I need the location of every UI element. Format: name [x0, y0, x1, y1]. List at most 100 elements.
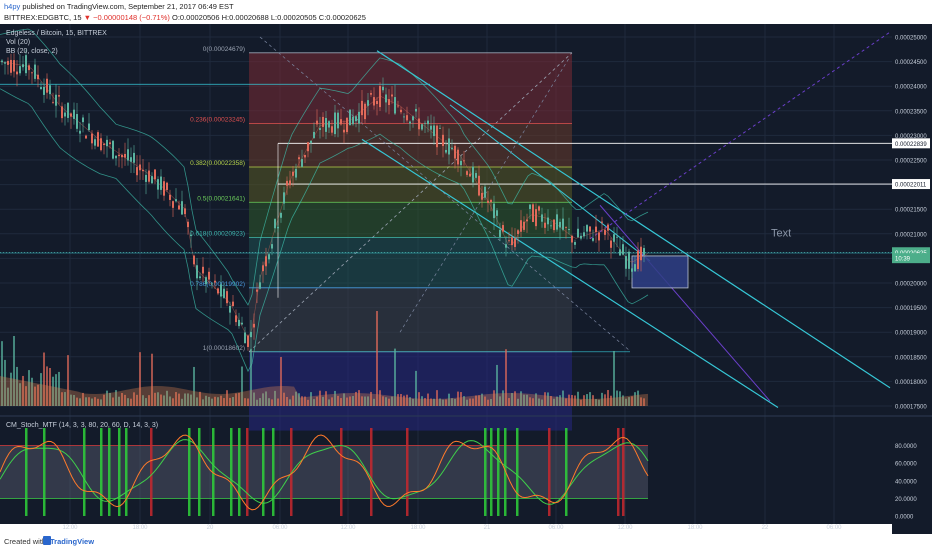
candle-body — [133, 152, 135, 163]
candle-body — [553, 219, 555, 231]
volume-bar — [247, 398, 249, 406]
volume-bar — [541, 399, 543, 406]
symbol-legend[interactable]: Edgeless / Bitcoin, 15, BITTREX — [6, 30, 107, 37]
candle-body — [313, 131, 315, 138]
tradingview-link[interactable]: TradingView — [50, 537, 95, 546]
stoch-signal-bar — [246, 428, 249, 516]
candle-body — [532, 204, 534, 222]
volume-bar — [268, 398, 270, 406]
stoch-legend[interactable]: CM_Stoch_MTF (14, 3, 3, 80, 20, 60, D, 1… — [6, 422, 159, 429]
footer: Created with TradingView — [0, 534, 932, 550]
price-tick-label: 0.00020000 — [895, 282, 927, 288]
chart-area[interactable]: 0.00025000 0.00024500 0.00024000 0.00023500… — [0, 24, 932, 534]
volume-bar — [148, 395, 150, 406]
volume-bar — [400, 394, 402, 406]
candle-body — [505, 244, 507, 248]
target-box[interactable] — [631, 255, 689, 289]
volume-bar — [16, 366, 18, 406]
candle-body — [16, 71, 18, 75]
volume-bar — [550, 396, 552, 406]
volume-bar — [568, 394, 570, 406]
symbol-text: BITTREX:EDGBTC, 15 — [4, 13, 82, 22]
candle-body — [256, 289, 258, 292]
volume-bar — [508, 398, 510, 406]
candle-body — [634, 264, 636, 272]
candle-body — [160, 176, 162, 190]
candle-body — [427, 120, 429, 125]
candle-body — [469, 173, 471, 177]
volume-bar — [40, 373, 42, 406]
candle-body — [241, 322, 243, 325]
candle-body — [67, 102, 69, 118]
stoch-signal-bar — [516, 428, 519, 516]
time-tick-label: 12:00 — [617, 525, 633, 531]
candle-body — [238, 319, 240, 327]
volume-bar — [37, 384, 39, 406]
candle-body — [382, 86, 384, 91]
volume-bar — [421, 396, 423, 406]
volume-bar — [379, 390, 381, 406]
candle-body — [304, 154, 306, 158]
chart-canvas[interactable]: 0.00025000 0.00024500 0.00024000 0.00023500… — [0, 24, 932, 534]
candle-body — [4, 62, 6, 64]
volume-legend[interactable]: Vol (20) — [6, 39, 31, 46]
stoch-k-line — [0, 434, 649, 511]
candle-body — [574, 242, 576, 245]
stoch-signal-bar — [617, 428, 620, 516]
volume-bar — [478, 395, 480, 406]
price-tick-label: 0.00021500 — [895, 208, 927, 214]
candle-body — [235, 315, 237, 323]
candle-body — [202, 266, 204, 274]
candle-body — [193, 255, 195, 265]
candle-body — [403, 116, 405, 118]
volume-bar — [463, 396, 465, 406]
volume-bar — [1, 341, 3, 406]
candle-body — [145, 174, 147, 182]
candle-body — [562, 218, 564, 230]
volume-bar — [34, 386, 36, 406]
volume-bar — [250, 348, 252, 406]
volume-bar — [223, 398, 225, 406]
author-link[interactable]: h4py — [4, 2, 21, 11]
candle-body — [376, 100, 378, 105]
stoch-signal-bar — [272, 428, 275, 516]
stoch-signal-bar — [25, 428, 28, 516]
candle-body — [85, 135, 87, 139]
candle-body — [466, 171, 468, 175]
volume-bar — [547, 392, 549, 406]
candle-body — [274, 219, 276, 229]
published-text: published on TradingView.com, September … — [22, 2, 234, 11]
candle-body — [79, 130, 81, 134]
volume-bar — [334, 390, 336, 406]
volume-bar — [385, 397, 387, 406]
candle-body — [373, 97, 375, 106]
price-label-text: 0.00022011 — [895, 183, 927, 189]
stoch-signal-bar — [125, 428, 128, 516]
candle-body — [526, 219, 528, 222]
annotation-text[interactable]: Text — [771, 227, 791, 239]
fib-level-label: 0.786(0.00019902) — [190, 281, 245, 288]
volume-bar — [85, 397, 87, 406]
candle-body — [529, 204, 531, 209]
candle-body — [316, 120, 318, 125]
volume-bar — [586, 394, 588, 406]
volume-bar — [457, 391, 459, 406]
price-tick-label: 0.00024500 — [895, 60, 927, 66]
volume-bar — [544, 392, 546, 406]
volume-bar — [172, 398, 174, 406]
bollinger-legend[interactable]: BB (20, close, 2) — [6, 48, 58, 55]
volume-ma-area — [0, 376, 648, 406]
volume-bar — [337, 395, 339, 406]
volume-bar — [490, 399, 492, 406]
volume-bar — [289, 399, 291, 406]
volume-bar — [241, 366, 243, 406]
volume-bar — [322, 396, 324, 406]
time-tick-label: 22 — [762, 525, 769, 531]
candle-body — [34, 64, 36, 79]
candle-body — [481, 192, 483, 200]
volume-bar — [427, 393, 429, 406]
candle-body — [511, 237, 513, 246]
volume-bar — [604, 394, 606, 406]
publish-line: h4py published on TradingView.com, Septe… — [4, 2, 234, 11]
candle-body — [640, 246, 642, 261]
